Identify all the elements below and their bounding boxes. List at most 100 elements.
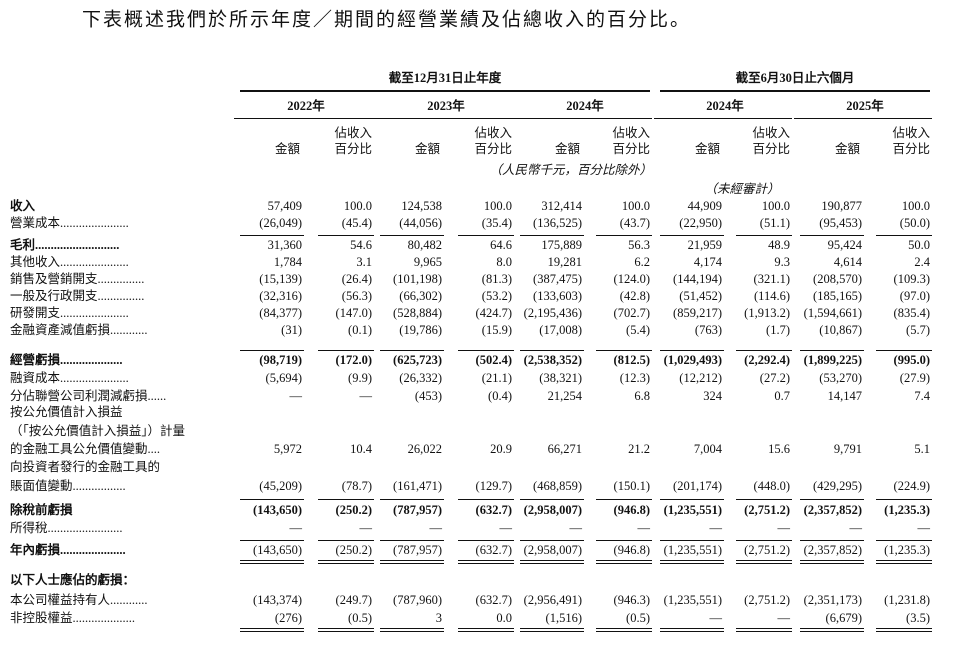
- rule: [596, 350, 652, 351]
- row-label: 的金融工具公允價值變動....: [10, 441, 161, 456]
- row-label: 以下人士應佔的虧損：: [10, 572, 136, 587]
- cell-value: (276): [274, 610, 302, 625]
- rule: [318, 350, 374, 351]
- cell-value: (946.8): [613, 502, 650, 517]
- row-label: 銷售及營銷開支...............: [10, 271, 145, 286]
- cell-value: 6.8: [634, 388, 650, 403]
- rule: [660, 235, 724, 236]
- rule: [800, 540, 864, 541]
- year-header: 2023年: [427, 98, 465, 113]
- cell-value: 8.0: [496, 254, 512, 269]
- rule: [318, 235, 374, 236]
- cell-value: (143,650): [253, 542, 302, 557]
- row-label: 收入: [10, 198, 36, 213]
- cell-value: 10.4: [350, 441, 372, 456]
- cell-value: 19,281: [547, 254, 582, 269]
- cell-value: (78.7): [341, 478, 372, 493]
- cell-value: —: [777, 610, 791, 625]
- cell-value: (53.2): [481, 288, 512, 303]
- cell-value: (6,679): [825, 610, 862, 625]
- cell-value: (66,302): [399, 288, 442, 303]
- rule: [596, 631, 652, 632]
- cell-value: (21.1): [481, 370, 512, 385]
- column-group: 截至6月30日止六個月: [735, 70, 855, 85]
- rule: [876, 560, 932, 561]
- rule: [736, 631, 792, 632]
- cell-value: (95,453): [819, 215, 862, 230]
- cell-value: (27.9): [899, 370, 930, 385]
- cell-value: 312,414: [541, 198, 582, 213]
- rule: [380, 235, 444, 236]
- rule: [660, 631, 724, 632]
- cell-value: (1,231.8): [884, 592, 930, 607]
- cell-value: (5.7): [906, 322, 930, 337]
- cell-value: —: [359, 520, 373, 535]
- cell-value: (702.7): [613, 305, 650, 320]
- cell-value: 7.4: [914, 388, 930, 403]
- rule: [380, 499, 444, 500]
- cell-value: (321.1): [753, 271, 790, 286]
- cell-value: (17,008): [539, 322, 582, 337]
- rule: [458, 235, 514, 236]
- cell-value: —: [429, 520, 443, 535]
- rule: [800, 560, 864, 561]
- rule: [660, 563, 724, 564]
- rule: [240, 560, 304, 561]
- cell-value: (129.7): [475, 478, 512, 493]
- rule: [240, 350, 304, 351]
- cell-value: 95,424: [827, 237, 862, 252]
- column-header: 佔收入: [474, 125, 512, 140]
- rule: [240, 540, 304, 541]
- cell-value: 3.1: [356, 254, 372, 269]
- cell-value: (2,751.2): [744, 592, 790, 607]
- cell-value: (2,751.2): [744, 542, 790, 557]
- rule: [876, 350, 932, 351]
- rule: [660, 90, 930, 92]
- cell-value: (835.4): [893, 305, 930, 320]
- cell-value: (1,029,493): [663, 352, 722, 367]
- rule: [736, 350, 792, 351]
- row-label: 分佔聯營公司利潤減虧損......: [10, 388, 167, 403]
- cell-value: (1,235,551): [663, 502, 722, 517]
- cell-value: 124,538: [401, 198, 442, 213]
- cell-value: (26,049): [259, 215, 302, 230]
- cell-value: 31,360: [267, 237, 302, 252]
- rule: [800, 235, 864, 236]
- cell-value: 3: [435, 610, 442, 625]
- cell-value: 0.0: [496, 610, 512, 625]
- rule: [800, 631, 864, 632]
- cell-value: (502.4): [475, 352, 512, 367]
- rule: [458, 499, 514, 500]
- row-label: 除稅前虧損: [10, 502, 73, 517]
- cell-value: (787,957): [393, 542, 442, 557]
- cell-value: 21,254: [547, 388, 582, 403]
- cell-value: (5,694): [265, 370, 302, 385]
- cell-value: 100.0: [901, 198, 930, 213]
- cell-value: (208,570): [813, 271, 862, 286]
- cell-value: 54.6: [350, 237, 372, 252]
- cell-value: (56.3): [341, 288, 372, 303]
- rule: [660, 350, 724, 351]
- cell-value: (1,899,225): [803, 352, 862, 367]
- rule: [736, 540, 792, 541]
- rule: [318, 560, 374, 561]
- cell-value: (1,235,551): [663, 592, 722, 607]
- cell-value: (26,332): [399, 370, 442, 385]
- rule: [654, 118, 792, 119]
- cell-value: 100.0: [483, 198, 512, 213]
- cell-value: 80,482: [407, 237, 442, 252]
- cell-value: (946.8): [613, 542, 650, 557]
- cell-value: (625,723): [393, 352, 442, 367]
- rule: [458, 560, 514, 561]
- column-group: 截至12月31日止年度: [388, 70, 502, 85]
- cell-value: (387,475): [533, 271, 582, 286]
- cell-value: (124.0): [613, 271, 650, 286]
- row-label: 其他收入......................: [10, 254, 129, 269]
- row-label: 向投資者發行的金融工具的: [10, 459, 161, 474]
- column-header: 金額: [834, 141, 860, 156]
- rule: [380, 350, 444, 351]
- rule: [318, 563, 374, 564]
- year-header: 2025年: [846, 98, 884, 113]
- cell-value: (946.3): [613, 592, 650, 607]
